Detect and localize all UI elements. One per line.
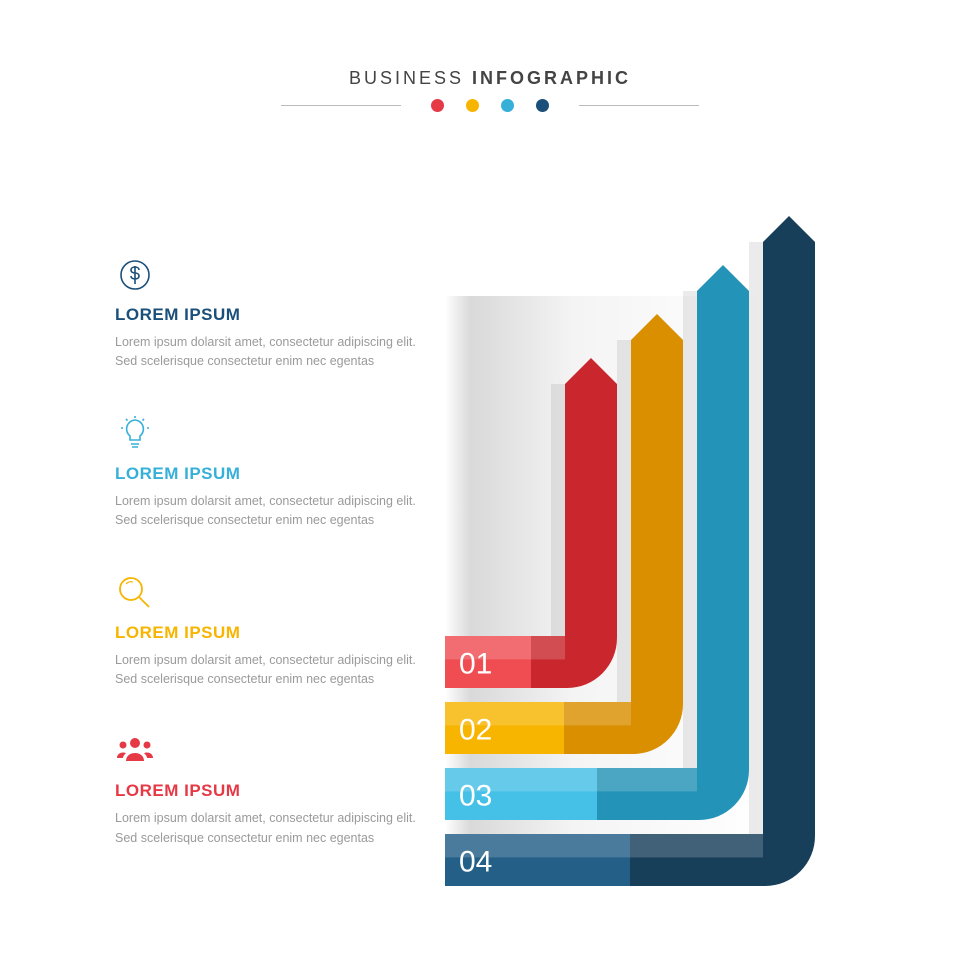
info-block-1: LOREM IPSUM Lorem ipsum dolarsit amet, c… — [115, 255, 435, 372]
header-divider — [281, 99, 699, 112]
dollar-icon — [115, 255, 435, 295]
page-title: BUSINESS INFOGRAPHIC — [281, 68, 699, 89]
block-4-body: Lorem ipsum dolarsit amet, consectetur a… — [115, 809, 435, 848]
arrow-number-1: 01 — [459, 647, 492, 680]
dot-red — [431, 99, 444, 112]
block-1-title: LOREM IPSUM — [115, 305, 435, 325]
info-blocks: LOREM IPSUM Lorem ipsum dolarsit amet, c… — [115, 255, 435, 890]
page-header: BUSINESS INFOGRAPHIC — [281, 68, 699, 112]
dot-navy — [536, 99, 549, 112]
block-3-title: LOREM IPSUM — [115, 623, 435, 643]
title-bold: INFOGRAPHIC — [472, 68, 631, 88]
dot-cyan — [501, 99, 514, 112]
title-light: BUSINESS — [349, 68, 464, 88]
info-block-4: LOREM IPSUM Lorem ipsum dolarsit amet, c… — [115, 731, 435, 848]
info-block-2: LOREM IPSUM Lorem ipsum dolarsit amet, c… — [115, 414, 435, 531]
arrow-chart: 01 02 03 04 — [445, 130, 925, 890]
arrow-number-2: 02 — [459, 713, 492, 746]
arrow-number-3: 03 — [459, 779, 492, 812]
divider-line-left — [281, 105, 401, 106]
arrow-number-4: 04 — [459, 845, 492, 878]
magnifier-icon — [115, 573, 435, 613]
color-dots — [431, 99, 549, 112]
people-icon — [115, 731, 435, 771]
block-2-body: Lorem ipsum dolarsit amet, consectetur a… — [115, 492, 435, 531]
block-3-body: Lorem ipsum dolarsit amet, consectetur a… — [115, 651, 435, 690]
dot-yellow — [466, 99, 479, 112]
block-1-body: Lorem ipsum dolarsit amet, consectetur a… — [115, 333, 435, 372]
block-2-title: LOREM IPSUM — [115, 464, 435, 484]
block-4-title: LOREM IPSUM — [115, 781, 435, 801]
lightbulb-icon — [115, 414, 435, 454]
divider-line-right — [579, 105, 699, 106]
info-block-3: LOREM IPSUM Lorem ipsum dolarsit amet, c… — [115, 573, 435, 690]
